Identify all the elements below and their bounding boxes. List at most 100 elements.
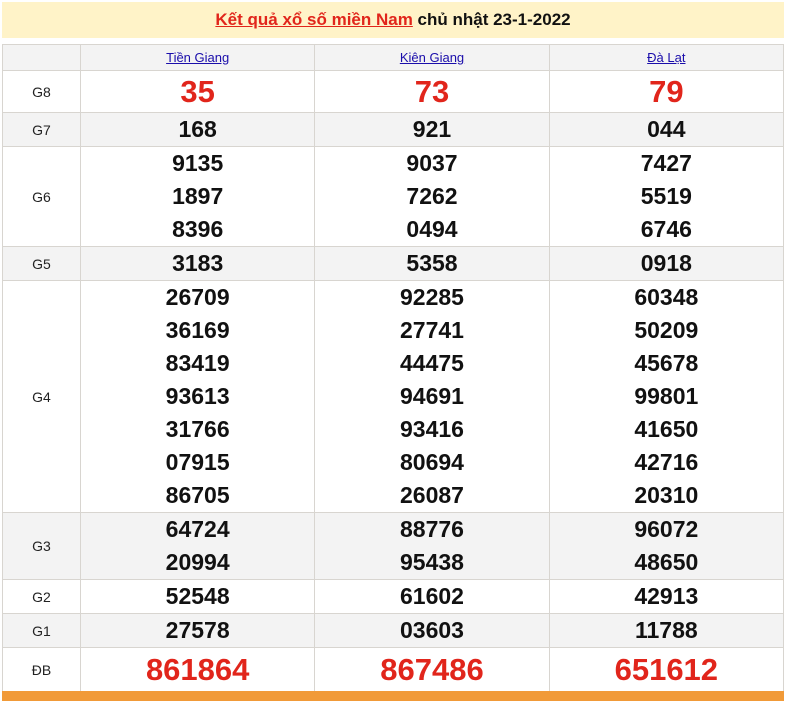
footer-bar (2, 691, 784, 701)
prize-number: 861864 (145, 652, 250, 687)
prize-cell: 96072 48650 (548, 512, 785, 580)
prize-label: ĐB (2, 647, 81, 692)
prize-number: 044 (647, 116, 686, 142)
prize-number: 60348 (634, 284, 699, 310)
prize-label: G7 (2, 112, 81, 147)
prize-number: 9135 (172, 150, 224, 176)
prize-cell: 64724 20994 (79, 512, 316, 580)
prize-row: G3 64724 20994 88776 95438 96072 48650 (2, 512, 785, 580)
prize-number: 86705 (165, 482, 230, 508)
prize-row: G7 168 921 044 (2, 112, 785, 147)
prize-number: 26709 (165, 284, 230, 310)
prize-number: 99801 (634, 383, 699, 409)
prize-number: 20310 (634, 482, 699, 508)
prize-label: G6 (2, 146, 81, 247)
prize-cell: 044 (548, 112, 785, 147)
prize-number: 07915 (165, 449, 230, 475)
prize-number: 9037 (406, 150, 458, 176)
prize-number: 50209 (634, 317, 699, 343)
prize-number: 94691 (400, 383, 464, 409)
province-link[interactable]: Kiên Giang (399, 50, 465, 65)
page-title: Kết quả xổ số miền Nam chủ nhật 23-1-202… (2, 2, 784, 38)
prize-number: 20994 (165, 549, 230, 575)
prize-number: 44475 (400, 350, 464, 376)
prize-cell: 03603 (314, 613, 550, 648)
prize-number: 7262 (406, 183, 458, 209)
prize-cell: 3183 (79, 246, 316, 281)
prize-number: 88776 (400, 516, 464, 542)
prize-number: 651612 (614, 652, 719, 687)
prize-number: 61602 (400, 583, 464, 609)
prize-cell: 921 (314, 112, 550, 147)
prize-label: G2 (2, 579, 81, 614)
prize-number: 26087 (400, 482, 464, 508)
prize-number: 42716 (634, 449, 699, 475)
prize-number: 93416 (400, 416, 464, 442)
prize-cell: 27578 (79, 613, 316, 648)
prize-label: G5 (2, 246, 81, 281)
prize-cell: 9135 1897 8396 (79, 146, 316, 247)
prize-row: G1 27578 03603 11788 (2, 613, 785, 648)
prize-cell: 11788 (548, 613, 785, 648)
prize-label: G1 (2, 613, 81, 648)
prize-number: 96072 (634, 516, 699, 542)
prize-number: 93613 (165, 383, 230, 409)
prize-number: 0494 (406, 216, 458, 242)
prize-label: G8 (2, 70, 81, 113)
title-link[interactable]: Kết quả xổ số miền Nam (215, 10, 413, 29)
results-table: Tiền Giang Kiên Giang Đà Lạt G8 35 73 79 G7 1… (2, 44, 785, 692)
prize-number: 95438 (400, 549, 464, 575)
prize-number: 11788 (634, 617, 698, 643)
prize-number: 867486 (380, 652, 484, 687)
province-link[interactable]: Tiền Giang (166, 50, 230, 65)
prize-row: G4 26709 36169 83419 93613 31766 07915 86705 922… (2, 280, 785, 513)
prize-number: 27578 (165, 617, 230, 643)
prize-cell: 168 (79, 112, 316, 147)
prize-number: 5358 (406, 250, 458, 276)
prize-label: G3 (2, 512, 81, 580)
prize-number: 35 (180, 74, 215, 109)
prize-cell: 60348 50209 45678 99801 41650 42716 20310 (548, 280, 785, 513)
prize-number: 48650 (634, 549, 699, 575)
prize-row: G6 9135 1897 8396 9037 7262 0494 7427 5519 6746 (2, 146, 785, 247)
prize-number: 7427 (640, 150, 692, 176)
prize-number: 42913 (634, 583, 699, 609)
prize-cell: 52548 (79, 579, 316, 614)
prize-cell: 35 (79, 70, 316, 113)
prize-cell: 867486 (314, 647, 550, 692)
prize-cell: 7427 5519 6746 (548, 146, 785, 247)
prize-number: 52548 (165, 583, 230, 609)
prize-number: 6746 (640, 216, 692, 242)
prize-number: 36169 (165, 317, 230, 343)
prize-number: 3183 (172, 250, 224, 276)
prize-cell: 61602 (314, 579, 550, 614)
title-date: chủ nhật 23-1-2022 (412, 10, 571, 29)
prize-number: 31766 (165, 416, 230, 442)
prize-cell: 861864 (79, 647, 316, 692)
prize-row: ĐB 861864 867486 651612 (2, 647, 785, 692)
prize-number: 1897 (172, 183, 224, 209)
header-row: Tiền Giang Kiên Giang Đà Lạt (2, 44, 785, 71)
prize-label: G4 (2, 280, 81, 513)
prize-number: 0918 (640, 250, 692, 276)
prize-row: G8 35 73 79 (2, 70, 785, 113)
prize-cell: 73 (314, 70, 550, 113)
prize-row: G2 52548 61602 42913 (2, 579, 785, 614)
prize-number: 73 (414, 74, 450, 109)
prize-number: 45678 (634, 350, 699, 376)
province-link[interactable]: Đà Lạt (647, 50, 686, 65)
prize-cell: 651612 (548, 647, 785, 692)
prize-cell: 5358 (314, 246, 550, 281)
prize-number: 79 (649, 74, 684, 109)
prize-number: 03603 (400, 617, 464, 643)
prize-number: 5519 (640, 183, 692, 209)
prize-number: 92285 (400, 284, 464, 310)
prize-cell: 88776 95438 (314, 512, 550, 580)
prize-cell: 92285 27741 44475 94691 93416 80694 26087 (314, 280, 550, 513)
prize-number: 8396 (172, 216, 224, 242)
prize-number: 64724 (165, 516, 230, 542)
prize-cell: 42913 (548, 579, 785, 614)
prize-cell: 26709 36169 83419 93613 31766 07915 86705 (79, 280, 316, 513)
prize-cell: 0918 (548, 246, 785, 281)
prize-number: 921 (412, 116, 452, 142)
